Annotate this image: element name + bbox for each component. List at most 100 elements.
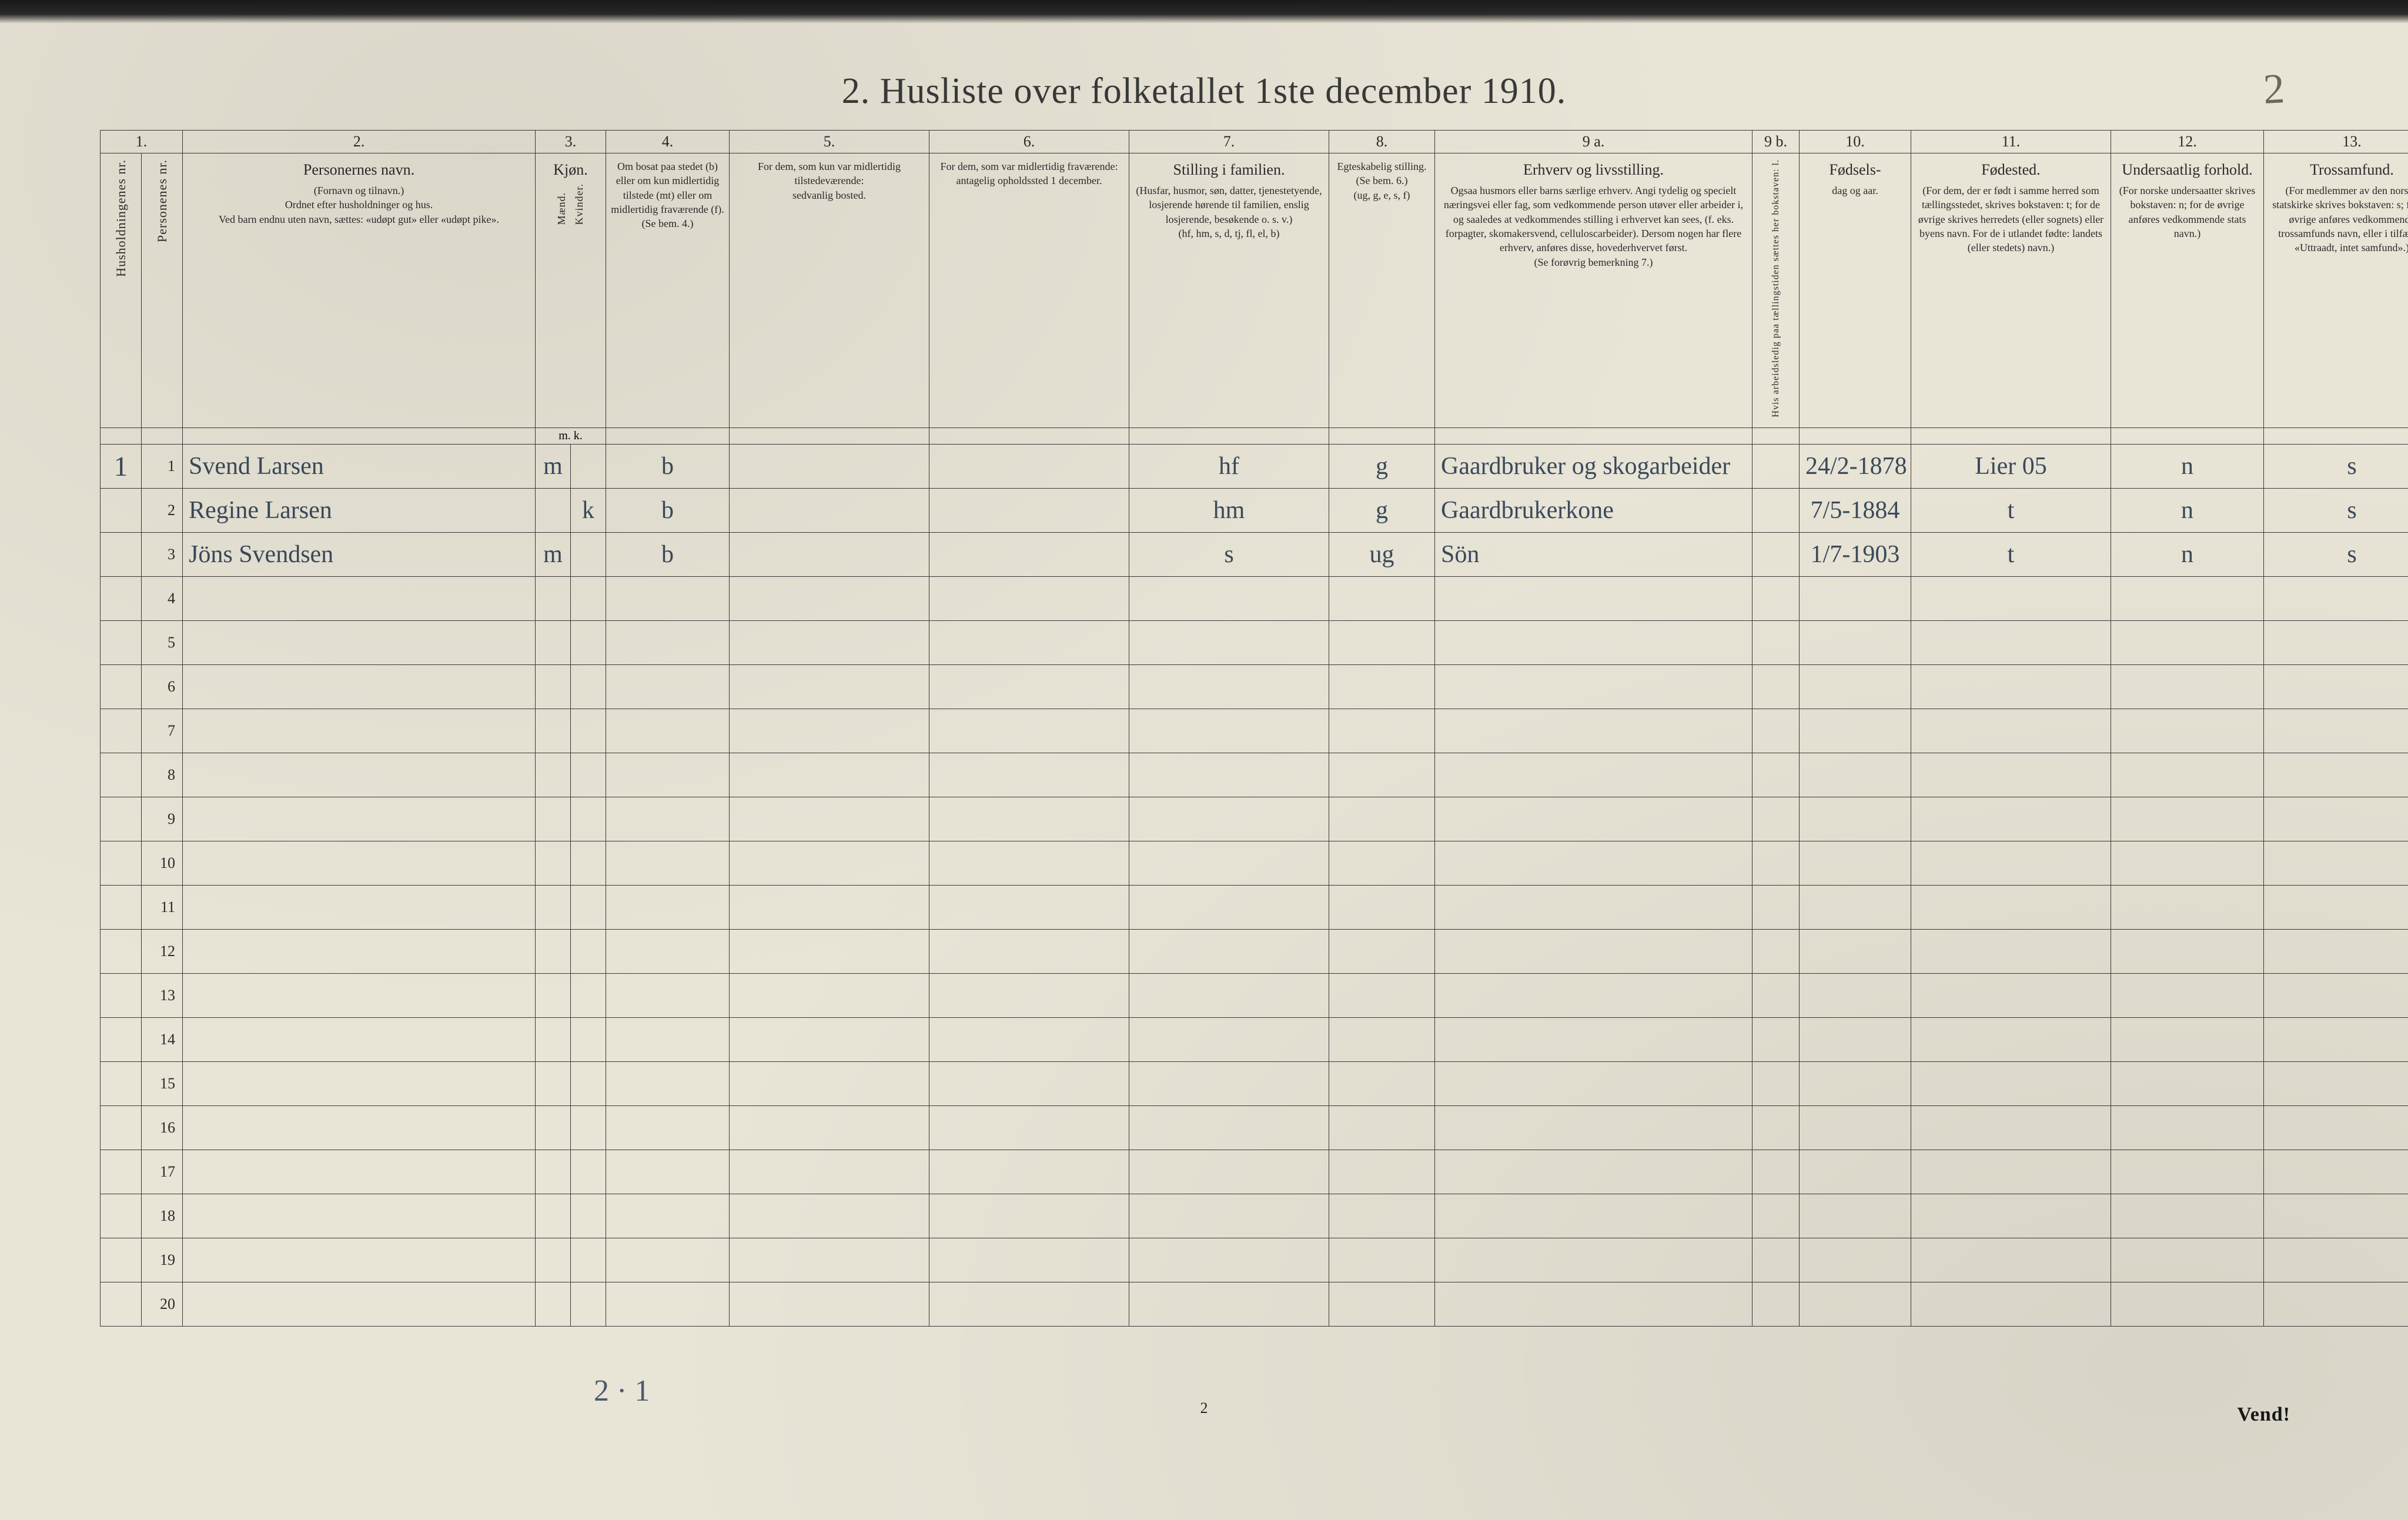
- cell-occupation: Sön: [1435, 533, 1753, 577]
- cell-blank: [1800, 1282, 1911, 1327]
- cell-blank: [929, 665, 1129, 709]
- colnum-9a: 9 a.: [1435, 131, 1753, 153]
- cell-blank: [730, 665, 929, 709]
- cell-blank: [536, 577, 571, 621]
- cell-blank: [1911, 1106, 2111, 1150]
- cell-blank: [2111, 1194, 2264, 1238]
- cell-sex-k: [571, 445, 606, 489]
- cell-person-no: 12: [142, 930, 183, 974]
- cell-blank: [536, 974, 571, 1018]
- cell-person-no: 16: [142, 1106, 183, 1150]
- footer-tally: 2 · 1: [594, 1374, 650, 1408]
- cell-blank: [1753, 1194, 1800, 1238]
- cell-person-no: 6: [142, 665, 183, 709]
- cell-family-pos: hf: [1129, 445, 1329, 489]
- cell-person-no: 17: [142, 1150, 183, 1194]
- cell-blank: [1129, 1238, 1329, 1282]
- cell-household-no: [101, 533, 142, 577]
- cell-blank: [571, 1282, 606, 1327]
- cell-blank: [1753, 709, 1800, 753]
- cell-birthplace: t: [1911, 533, 2111, 577]
- cell-sex-m: m: [536, 533, 571, 577]
- cell-blank: [1800, 577, 1911, 621]
- cell-blank: [1911, 886, 2111, 930]
- table-row: 15: [101, 1062, 2408, 1106]
- colnum-10: 10.: [1800, 131, 1911, 153]
- cell-blank: [730, 1062, 929, 1106]
- hdr-nationality-lead: Undersaatlig forhold.: [2116, 159, 2259, 180]
- cell-blank: [2111, 797, 2264, 841]
- cell-blank: [183, 974, 536, 1018]
- cell-blank: [1753, 841, 1800, 886]
- cell-blank: [1329, 1018, 1435, 1062]
- cell-blank: [730, 753, 929, 797]
- cell-blank: [1753, 1018, 1800, 1062]
- cell-blank: [606, 709, 730, 753]
- cell-blank: [2111, 1062, 2264, 1106]
- cell-blank: [1800, 974, 1911, 1018]
- table-row: 9: [101, 797, 2408, 841]
- cell-sex-k: [571, 533, 606, 577]
- cell-person-no: 8: [142, 753, 183, 797]
- sub-sex-mk: m. k.: [536, 428, 606, 445]
- cell-blank: [606, 1018, 730, 1062]
- cell-blank: [183, 1062, 536, 1106]
- cell-blank: [606, 665, 730, 709]
- cell-blank: [2111, 753, 2264, 797]
- cell-temp-absent: [929, 445, 1129, 489]
- cell-blank: [929, 621, 1129, 665]
- cell-blank: [1129, 577, 1329, 621]
- cell-blank: [929, 577, 1129, 621]
- cell-temp-present: [730, 533, 929, 577]
- hdr-sex-lead: Kjøn.: [540, 159, 601, 180]
- cell-blank: [1753, 1150, 1800, 1194]
- hdr-household-no: Husholdningenes nr.: [101, 153, 142, 428]
- cell-blank: [2264, 577, 2408, 621]
- cell-blank: [2111, 1282, 2264, 1327]
- cell-blank: [1329, 1062, 1435, 1106]
- cell-occupation: Gaardbrukerkone: [1435, 489, 1753, 533]
- table-row: 20: [101, 1282, 2408, 1327]
- sub-blank-10: [1753, 428, 1800, 445]
- hdr-temp-absent: For dem, som var midlertidig fraværende:…: [929, 153, 1129, 428]
- hdr-marital: Egteskabelig stilling. (Se bem. 6.) (ug,…: [1329, 153, 1435, 428]
- cell-blank: [536, 665, 571, 709]
- sub-blank-7: [1129, 428, 1329, 445]
- cell-name: Svend Larsen: [183, 445, 536, 489]
- cell-blank: [183, 1194, 536, 1238]
- cell-household-no: [101, 621, 142, 665]
- cell-blank: [1129, 1018, 1329, 1062]
- hdr-person-no: Personenes nr.: [142, 153, 183, 428]
- header-foot-row: m. k.: [101, 428, 2408, 445]
- cell-household-no: [101, 753, 142, 797]
- cell-blank: [536, 1062, 571, 1106]
- hdr-family-pos: Stilling i familien. (Husfar, husmor, sø…: [1129, 153, 1329, 428]
- colnum-12: 12.: [2111, 131, 2264, 153]
- cell-blank: [1435, 1150, 1753, 1194]
- cell-blank: [2264, 841, 2408, 886]
- cell-blank: [1129, 841, 1329, 886]
- cell-blank: [1753, 797, 1800, 841]
- cell-blank: [1800, 1106, 1911, 1150]
- hdr-name-lead: Personernes navn.: [188, 159, 530, 180]
- cell-blank: [1753, 1062, 1800, 1106]
- hdr-marital-lead: Egteskabelig stilling.: [1334, 159, 1430, 173]
- cell-blank: [1800, 886, 1911, 930]
- cell-blank: [929, 1194, 1129, 1238]
- cell-birthplace: t: [1911, 489, 2111, 533]
- cell-household-no: [101, 930, 142, 974]
- hdr-temp-present-lead: For dem, som kun var midlertidig tilsted…: [734, 159, 924, 188]
- cell-blank: [2264, 1062, 2408, 1106]
- cell-blank: [1129, 665, 1329, 709]
- cell-blank: [730, 577, 929, 621]
- cell-person-no: 11: [142, 886, 183, 930]
- cell-blank: [1435, 577, 1753, 621]
- cell-blank: [1753, 753, 1800, 797]
- cell-blank: [2264, 797, 2408, 841]
- hdr-family-pos-sub: (Husfar, husmor, søn, datter, tjenestety…: [1134, 183, 1324, 226]
- cell-blank: [1911, 1282, 2111, 1327]
- cell-blank: [2111, 577, 2264, 621]
- cell-residence: b: [606, 533, 730, 577]
- cell-blank: [183, 1106, 536, 1150]
- cell-blank: [730, 1238, 929, 1282]
